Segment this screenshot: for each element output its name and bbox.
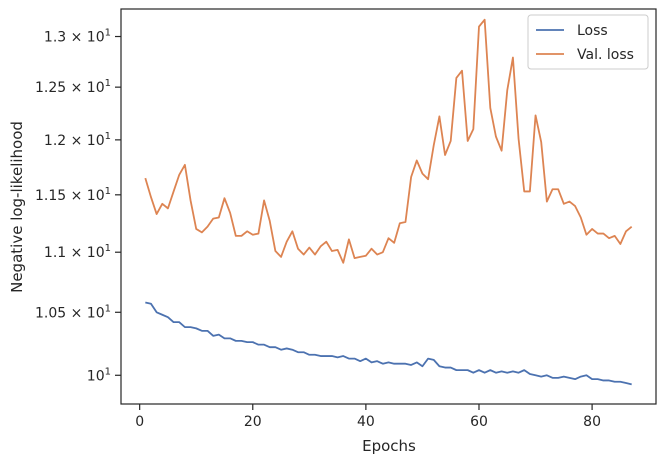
chart-marks [144, 18, 633, 386]
y-tick-label: 1.25 × 101 [35, 78, 111, 96]
axis-ticks: 0 20 40 60 80 101 1.05 × 101 1.1 × 101 1.15 × 10… [35, 28, 601, 430]
chart-legend: Loss Val. loss [527, 14, 649, 70]
x-axis-label: Epochs [362, 437, 416, 455]
series-line-val-loss [144, 18, 633, 264]
y-tick-label: 101 [87, 366, 111, 384]
legend-label-val-loss: Val. loss [577, 47, 634, 63]
y-tick-label: 1.2 × 101 [44, 131, 111, 149]
y-tick-label: 1.15 × 101 [35, 186, 111, 204]
x-tick-label: 0 [135, 414, 144, 430]
legend-box [527, 14, 649, 70]
x-tick-label: 20 [244, 414, 262, 430]
x-tick-label: 60 [470, 414, 488, 430]
legend-label-loss: Loss [577, 23, 608, 39]
series-line-loss [145, 301, 632, 386]
plot-frame [120, 8, 657, 405]
x-tick-label: 80 [583, 414, 601, 430]
y-tick-label: 1.05 × 101 [35, 303, 111, 321]
y-axis-label: Negative log-likelihood [8, 121, 26, 293]
x-tick-label: 40 [357, 414, 375, 430]
y-tick-label: 1.1 × 101 [44, 243, 111, 261]
y-tick-label: 1.3 × 101 [44, 28, 111, 46]
